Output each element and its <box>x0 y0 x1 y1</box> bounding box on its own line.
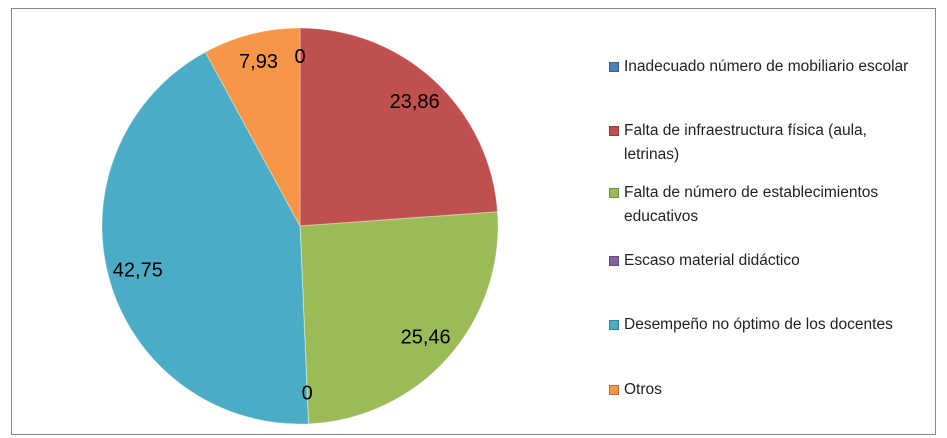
data-label: 25,46 <box>401 326 451 348</box>
legend-label: Falta de infraestructura física (aula, l… <box>624 122 867 163</box>
legend-swatch <box>609 62 619 72</box>
legend-entry: Escaso material didáctico <box>609 249 909 273</box>
data-label: 7,93 <box>239 51 278 73</box>
data-label: 23,86 <box>390 91 440 113</box>
legend-swatch <box>609 320 619 330</box>
legend-entry: Desempeño no óptimo de los docentes <box>609 313 909 337</box>
legend-swatch <box>609 256 619 266</box>
legend-swatch <box>609 385 619 395</box>
pie-slice <box>299 27 499 227</box>
data-label: 0 <box>294 46 305 68</box>
legend-label: Desempeño no óptimo de los docentes <box>624 316 893 333</box>
legend-label: Inadecuado número de mobiliario escolar <box>624 58 909 75</box>
legend-entry: Falta de número de establecimientos educ… <box>609 181 909 229</box>
legend-label: Escaso material didáctico <box>624 252 800 269</box>
pie-slice <box>299 211 499 425</box>
legend-entry: Falta de infraestructura física (aula, l… <box>609 119 909 167</box>
legend-label: Otros <box>624 381 662 398</box>
pie-slice <box>101 51 309 425</box>
pie-slice <box>204 27 301 227</box>
legend-swatch <box>609 126 619 136</box>
data-label: 0 <box>302 382 313 404</box>
legend-swatch <box>609 188 619 198</box>
legend-label: Falta de número de establecimientos educ… <box>624 184 879 225</box>
data-label: 42,75 <box>113 259 163 281</box>
legend-entry: Otros <box>609 378 909 402</box>
legend-entry: Inadecuado número de mobiliario escolar <box>609 55 909 79</box>
